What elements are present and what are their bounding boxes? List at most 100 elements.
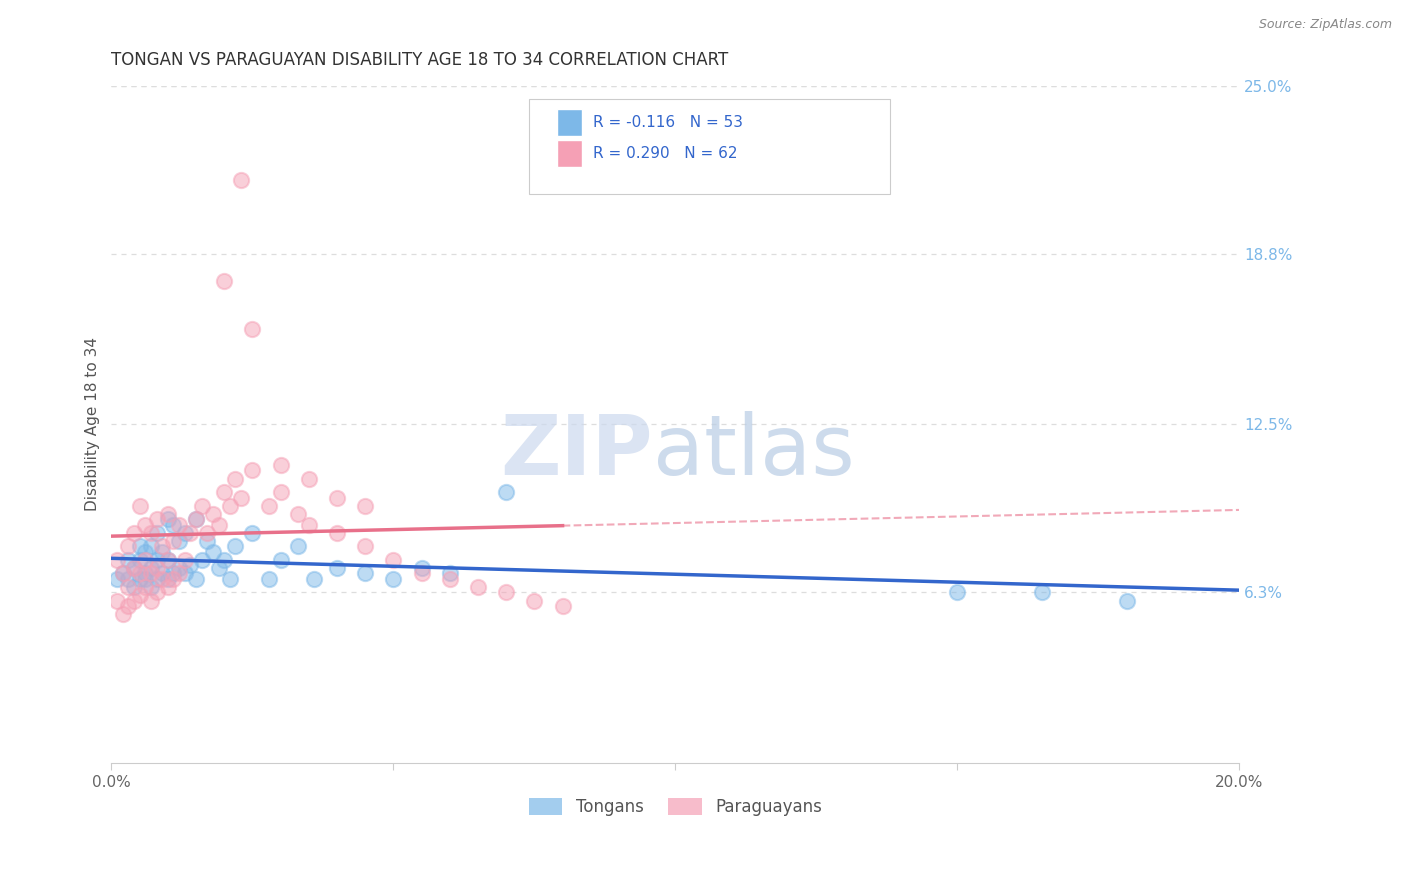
Point <box>495 585 517 599</box>
Point <box>212 274 235 288</box>
Point <box>139 566 162 581</box>
Point <box>156 572 179 586</box>
Point <box>439 566 461 581</box>
Bar <box>557 109 582 136</box>
Point <box>287 539 309 553</box>
Point <box>207 561 229 575</box>
Point <box>259 499 281 513</box>
Legend: Tongans, Paraguayans: Tongans, Paraguayans <box>522 791 828 822</box>
Point <box>173 525 195 540</box>
Point <box>354 539 377 553</box>
Point <box>134 517 156 532</box>
Point <box>270 553 292 567</box>
Point <box>354 499 377 513</box>
Point <box>195 525 218 540</box>
Point <box>117 553 139 567</box>
Point <box>304 572 326 586</box>
Point <box>190 499 212 513</box>
Point <box>105 553 128 567</box>
Point <box>156 512 179 526</box>
Point <box>224 471 246 485</box>
Point <box>162 572 184 586</box>
Text: ZIP: ZIP <box>501 411 652 491</box>
FancyBboxPatch shape <box>529 99 890 194</box>
Point <box>134 545 156 559</box>
Point <box>167 566 190 581</box>
Point <box>411 566 433 581</box>
Point <box>439 572 461 586</box>
Point <box>117 580 139 594</box>
Text: R = -0.116   N = 53: R = -0.116 N = 53 <box>593 115 742 130</box>
Point <box>382 553 405 567</box>
Point <box>134 580 156 594</box>
Point <box>298 471 321 485</box>
Point <box>167 561 190 575</box>
Point <box>173 566 195 581</box>
Point <box>111 566 134 581</box>
Point <box>162 517 184 532</box>
Point <box>156 507 179 521</box>
Point <box>195 533 218 548</box>
Point <box>162 533 184 548</box>
Point <box>122 580 145 594</box>
Point <box>150 566 173 581</box>
Point <box>128 499 150 513</box>
Y-axis label: Disability Age 18 to 34: Disability Age 18 to 34 <box>86 337 100 511</box>
Point <box>495 485 517 500</box>
Point <box>156 580 179 594</box>
Point <box>179 558 201 573</box>
Point <box>207 517 229 532</box>
Point <box>229 491 252 505</box>
Point <box>128 566 150 581</box>
Point <box>128 588 150 602</box>
Point <box>145 553 167 567</box>
Point <box>117 539 139 553</box>
Point <box>145 525 167 540</box>
Point <box>145 585 167 599</box>
Point <box>523 593 546 607</box>
Point <box>134 566 156 581</box>
Point <box>156 553 179 567</box>
Point <box>326 525 349 540</box>
Point <box>105 572 128 586</box>
Point <box>184 512 207 526</box>
Point <box>382 572 405 586</box>
Point <box>122 593 145 607</box>
Point <box>242 463 264 477</box>
Point <box>167 517 190 532</box>
Point <box>111 607 134 621</box>
Point <box>122 561 145 575</box>
Point <box>150 572 173 586</box>
Point <box>117 599 139 613</box>
Point <box>270 485 292 500</box>
Point <box>111 566 134 581</box>
Point <box>242 525 264 540</box>
Point <box>184 512 207 526</box>
Text: R = 0.290   N = 62: R = 0.290 N = 62 <box>593 145 738 161</box>
Point <box>179 525 201 540</box>
Point <box>162 566 184 581</box>
Point <box>212 485 235 500</box>
Point <box>105 593 128 607</box>
Point <box>218 572 240 586</box>
Point <box>139 580 162 594</box>
Point <box>139 593 162 607</box>
Point <box>128 539 150 553</box>
Point <box>122 525 145 540</box>
Text: Source: ZipAtlas.com: Source: ZipAtlas.com <box>1258 18 1392 31</box>
Point <box>1115 593 1137 607</box>
Point <box>128 553 150 567</box>
Point <box>326 491 349 505</box>
Point <box>134 572 156 586</box>
Point <box>190 553 212 567</box>
Point <box>287 507 309 521</box>
Point <box>145 561 167 575</box>
Point <box>411 561 433 575</box>
Point <box>946 585 969 599</box>
Point <box>167 533 190 548</box>
Point <box>229 173 252 187</box>
Point <box>551 599 574 613</box>
Point <box>139 561 162 575</box>
Point <box>218 499 240 513</box>
Point <box>1031 585 1053 599</box>
